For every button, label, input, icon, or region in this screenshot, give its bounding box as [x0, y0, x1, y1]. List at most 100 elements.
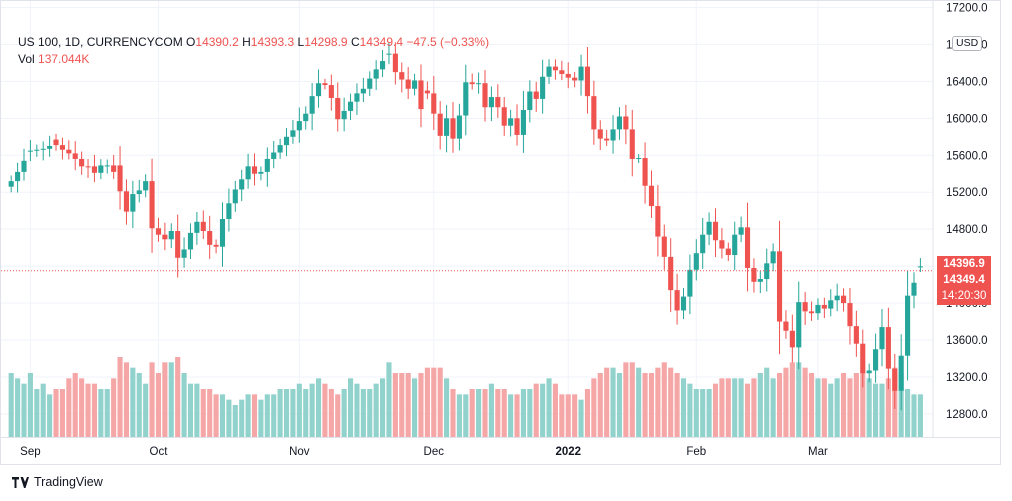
- volume-bar: [194, 383, 200, 437]
- candle-body: [290, 130, 296, 137]
- footer-branding[interactable]: TradingView: [12, 475, 103, 489]
- time-axis[interactable]: Sep Oct Nov Dec 2022 Feb Mar: [20, 446, 828, 458]
- candle-body: [239, 179, 245, 190]
- volume-bar: [514, 394, 520, 437]
- volume-label[interactable]: Vol: [18, 52, 35, 66]
- volume-bar: [616, 373, 623, 437]
- candle-body: [501, 107, 507, 126]
- time-tick-label: Mar: [808, 446, 828, 458]
- symbol-title[interactable]: US 100, 1D, CURRENCYCOM: [18, 35, 183, 49]
- volume-bar: [303, 389, 309, 437]
- chart-frame: [0, 0, 1001, 465]
- candle-body: [802, 302, 808, 312]
- volume-bar: [373, 383, 379, 437]
- candle-body: [828, 300, 834, 309]
- volume-bar: [789, 362, 795, 437]
- candle-body: [258, 171, 264, 174]
- candle-body: [860, 343, 866, 374]
- volume-bar: [431, 367, 437, 437]
- volume-value: 137.044K: [38, 52, 90, 66]
- volume-bar: [764, 367, 770, 437]
- volume-bar: [456, 394, 462, 437]
- volume-bar: [495, 389, 501, 437]
- volume-bar: [546, 378, 552, 437]
- volume-bar: [360, 389, 366, 437]
- candle-body: [15, 171, 21, 182]
- volume-bar: [200, 389, 206, 437]
- candle-body: [866, 370, 872, 374]
- currency-badge[interactable]: USD: [952, 36, 983, 51]
- volume-bar: [111, 378, 117, 437]
- volume-bar: [738, 378, 744, 437]
- candle-body: [405, 79, 411, 89]
- candle-body: [629, 129, 635, 159]
- volume-bar: [444, 378, 450, 437]
- volume-bar: [399, 373, 405, 437]
- candle-body: [456, 115, 462, 139]
- volume-bar: [815, 378, 821, 437]
- candle-body: [162, 234, 168, 240]
- volume-bar: [821, 378, 827, 437]
- candle-body: [232, 189, 238, 204]
- volume-bar: [719, 378, 725, 437]
- candle-body: [789, 330, 795, 348]
- candle-body: [335, 97, 341, 120]
- price-chart[interactable]: 12800.013200.013600.014000.014400.014800…: [0, 0, 1012, 465]
- volume-bar: [380, 378, 386, 437]
- price-tick-label: 16000.0: [946, 113, 988, 125]
- candle-body: [143, 181, 149, 191]
- volume-bar: [271, 394, 277, 437]
- candle-body: [437, 113, 443, 136]
- candle-body: [322, 83, 328, 86]
- time-tick-label: Nov: [289, 446, 310, 458]
- candle-body: [552, 66, 558, 71]
- candle-body: [187, 232, 194, 250]
- volume-bar: [687, 383, 693, 437]
- volume-bar: [905, 389, 911, 437]
- volume-bar: [693, 389, 699, 437]
- volume-bar: [917, 394, 923, 437]
- candle-body: [796, 302, 802, 348]
- candle-body: [303, 113, 309, 122]
- candle-body: [719, 240, 725, 249]
- volume-bar: [277, 389, 283, 437]
- candle-body: [296, 121, 302, 131]
- volume-bar: [610, 367, 616, 437]
- volume-bar: [885, 378, 891, 437]
- volume-bar: [437, 367, 443, 437]
- volume-bar: [668, 367, 674, 437]
- candle-body: [853, 326, 859, 344]
- price-tick-label: 17200.0: [946, 2, 988, 14]
- volume-bar: [629, 362, 635, 437]
- volume-bar: [860, 373, 866, 437]
- volume-bar: [79, 378, 85, 437]
- candle-body: [136, 190, 142, 195]
- close-label: C: [350, 35, 360, 49]
- candle-body: [616, 116, 623, 130]
- volume-bar: [98, 389, 104, 437]
- candle-body: [271, 152, 277, 159]
- candle-body: [841, 295, 847, 304]
- candle-body: [347, 101, 354, 111]
- candle-body: [424, 90, 430, 94]
- volume-bar: [834, 378, 840, 437]
- price-tick-label: 12800.0: [946, 409, 988, 421]
- candle-body: [264, 158, 270, 172]
- candle-body: [111, 165, 117, 172]
- time-tick-label: Feb: [686, 446, 706, 458]
- volume-bar: [315, 378, 322, 437]
- candle-body: [584, 66, 591, 97]
- candle-body: [40, 148, 46, 150]
- candle-body: [117, 165, 123, 192]
- last-price-label: 14349.4: [937, 272, 991, 289]
- low-label: L: [297, 35, 305, 49]
- volume-bar: [655, 367, 661, 437]
- candle-body: [444, 118, 450, 136]
- high-price-label: 14396.9: [937, 256, 991, 273]
- volume-bar: [354, 383, 360, 437]
- candle-body: [469, 82, 475, 85]
- volume-bar: [347, 378, 354, 437]
- price-axis[interactable]: 12800.013200.013600.014000.014400.014800…: [946, 2, 988, 420]
- candle-body: [885, 327, 891, 369]
- open-value: 14390.2: [195, 35, 239, 49]
